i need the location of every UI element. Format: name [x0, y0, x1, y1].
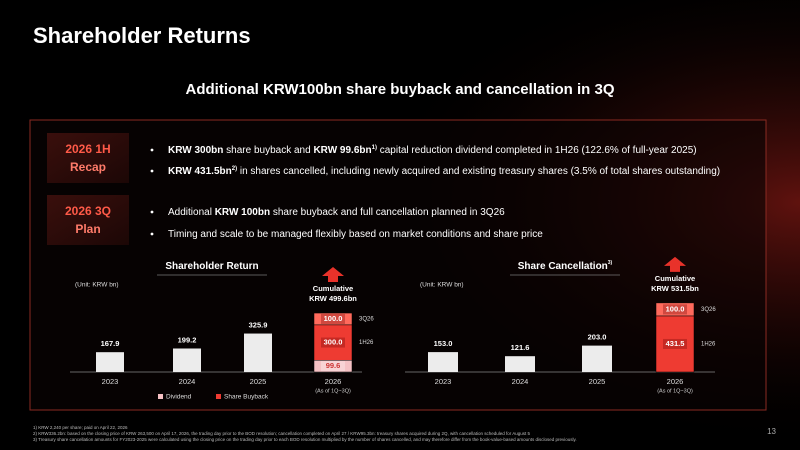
label-text: Recap	[70, 160, 106, 174]
page-number: 13	[767, 427, 776, 436]
value-label: 121.6	[511, 343, 530, 352]
bar	[505, 356, 535, 372]
annotation: Cumulative	[655, 274, 695, 283]
bullet-text: KRW 431.5bn2) in shares cancelled, inclu…	[168, 166, 720, 177]
content-box	[29, 119, 767, 411]
bullet-segment: share buyback and	[223, 145, 313, 156]
value-label: 300.0	[324, 338, 343, 347]
bullet-text: Timing and scale to be managed flexibly …	[168, 229, 543, 240]
bullet-segment: KRW 431.5bn	[168, 166, 232, 177]
bullet-segment: 2)	[232, 166, 237, 172]
bullet-segment: in shares cancelled, including newly acq…	[237, 166, 720, 177]
bar	[96, 352, 124, 372]
label-text: Plan	[75, 222, 100, 236]
label-text: 2026 3Q	[65, 204, 111, 218]
segment-label: 3Q26	[701, 307, 716, 313]
segment-label: 3Q26	[359, 317, 374, 323]
charts-area: Shareholder Return (Unit: KRW bn) 2023 167.…	[70, 256, 716, 401]
bullet-text: KRW 300bn share buyback and KRW 99.6bn1)…	[168, 145, 697, 156]
bullet-dot	[150, 148, 154, 152]
bullet-segment: Timing and scale to be managed flexibly …	[168, 229, 543, 240]
footnotes: 1) KRW 2,240 per share; paid on April 22…	[33, 425, 577, 442]
value-label: 203.0	[588, 333, 607, 342]
legend-swatch	[216, 394, 221, 399]
bullet-dot	[150, 169, 154, 173]
chart-title: Share Cancellation3)	[518, 260, 613, 271]
value-label: 100.0	[324, 314, 343, 323]
legend-label: Share Buyback	[224, 394, 269, 401]
cumulative-arrow	[664, 256, 686, 272]
annotation: KRW 499.6bn	[309, 294, 357, 303]
annotation: Cumulative	[313, 284, 353, 293]
value-label: 153.0	[434, 339, 453, 348]
value-label: 199.2	[178, 335, 197, 344]
bullet-segment: 1)	[372, 145, 377, 151]
label-text: 2026 1H	[65, 142, 110, 156]
x-tick-note: (As of 1Q~3Q)	[315, 388, 351, 394]
x-tick-label: 2025	[589, 377, 606, 386]
footnote: 1) KRW 2,240 per share; paid on April 22…	[33, 425, 128, 430]
x-tick-label: 2024	[179, 377, 196, 386]
bar	[582, 345, 612, 372]
annotation: KRW 531.5bn	[651, 284, 699, 293]
bar	[173, 348, 201, 372]
value-label-box	[321, 313, 345, 324]
x-tick-label: 2024	[512, 377, 529, 386]
chart-title-note: 3)	[608, 260, 613, 266]
bar	[244, 333, 272, 372]
bullet-dot	[150, 210, 154, 214]
legend-swatch	[158, 394, 163, 399]
chart-title-text: Share Cancellation	[518, 261, 608, 272]
value-label: 167.9	[101, 339, 120, 348]
legend-label: Dividend	[166, 394, 192, 401]
value-label-box	[663, 304, 687, 315]
x-tick-label: 2023	[435, 377, 452, 386]
bullet-segment: KRW 100bn	[215, 207, 270, 218]
value-label-box	[321, 337, 345, 348]
label-box	[47, 133, 129, 183]
x-tick-label: 2026	[325, 377, 342, 386]
unit-label: (Unit: KRW bn)	[75, 282, 119, 289]
value-label: 325.9	[249, 321, 268, 330]
slide-title: Shareholder Returns	[33, 23, 251, 48]
cumulative-arrow	[322, 267, 344, 283]
recap-area: 2026 1H Recap KRW 300bn share buyback and …	[47, 133, 720, 245]
footnote: 3) Treasury share cancellation amounts f…	[33, 437, 577, 442]
footnote: 2) KRW336.2bn: based on the closing pric…	[33, 431, 531, 436]
segment-label: 1H26	[701, 342, 716, 348]
value-label: 431.5	[666, 339, 685, 348]
bar	[655, 302, 695, 317]
x-tick-note: (As of 1Q~3Q)	[657, 388, 693, 394]
chart-title-text: Shareholder Return	[165, 261, 258, 272]
bullet-text: Additional KRW 100bn share buyback and f…	[168, 207, 505, 218]
chart-title: Shareholder Return	[165, 261, 258, 272]
value-label-box	[321, 361, 345, 372]
bar	[655, 315, 695, 373]
unit-label: (Unit: KRW bn)	[420, 282, 464, 289]
x-tick-label: 2023	[102, 377, 119, 386]
slide-subtitle: Additional KRW100bn share buyback and ca…	[186, 81, 615, 98]
bar	[428, 352, 458, 372]
bullet-segment: share buyback and full cancellation plan…	[270, 207, 505, 218]
value-label-box	[663, 338, 687, 349]
bullet-segment: KRW 99.6bn	[313, 145, 371, 156]
label-box	[47, 195, 129, 245]
bullet-dot	[150, 232, 154, 236]
x-tick-label: 2026	[667, 377, 684, 386]
segment-label: 1H26	[359, 340, 374, 346]
bar	[313, 324, 353, 361]
value-label: 100.0	[666, 304, 685, 313]
bullet-segment: KRW 300bn	[168, 145, 223, 156]
bullet-segment: Additional	[168, 207, 215, 218]
bullet-segment: capital reduction dividend completed in …	[377, 145, 697, 156]
value-label: 99.6	[326, 361, 341, 370]
bar	[313, 312, 353, 326]
x-tick-label: 2025	[250, 377, 267, 386]
